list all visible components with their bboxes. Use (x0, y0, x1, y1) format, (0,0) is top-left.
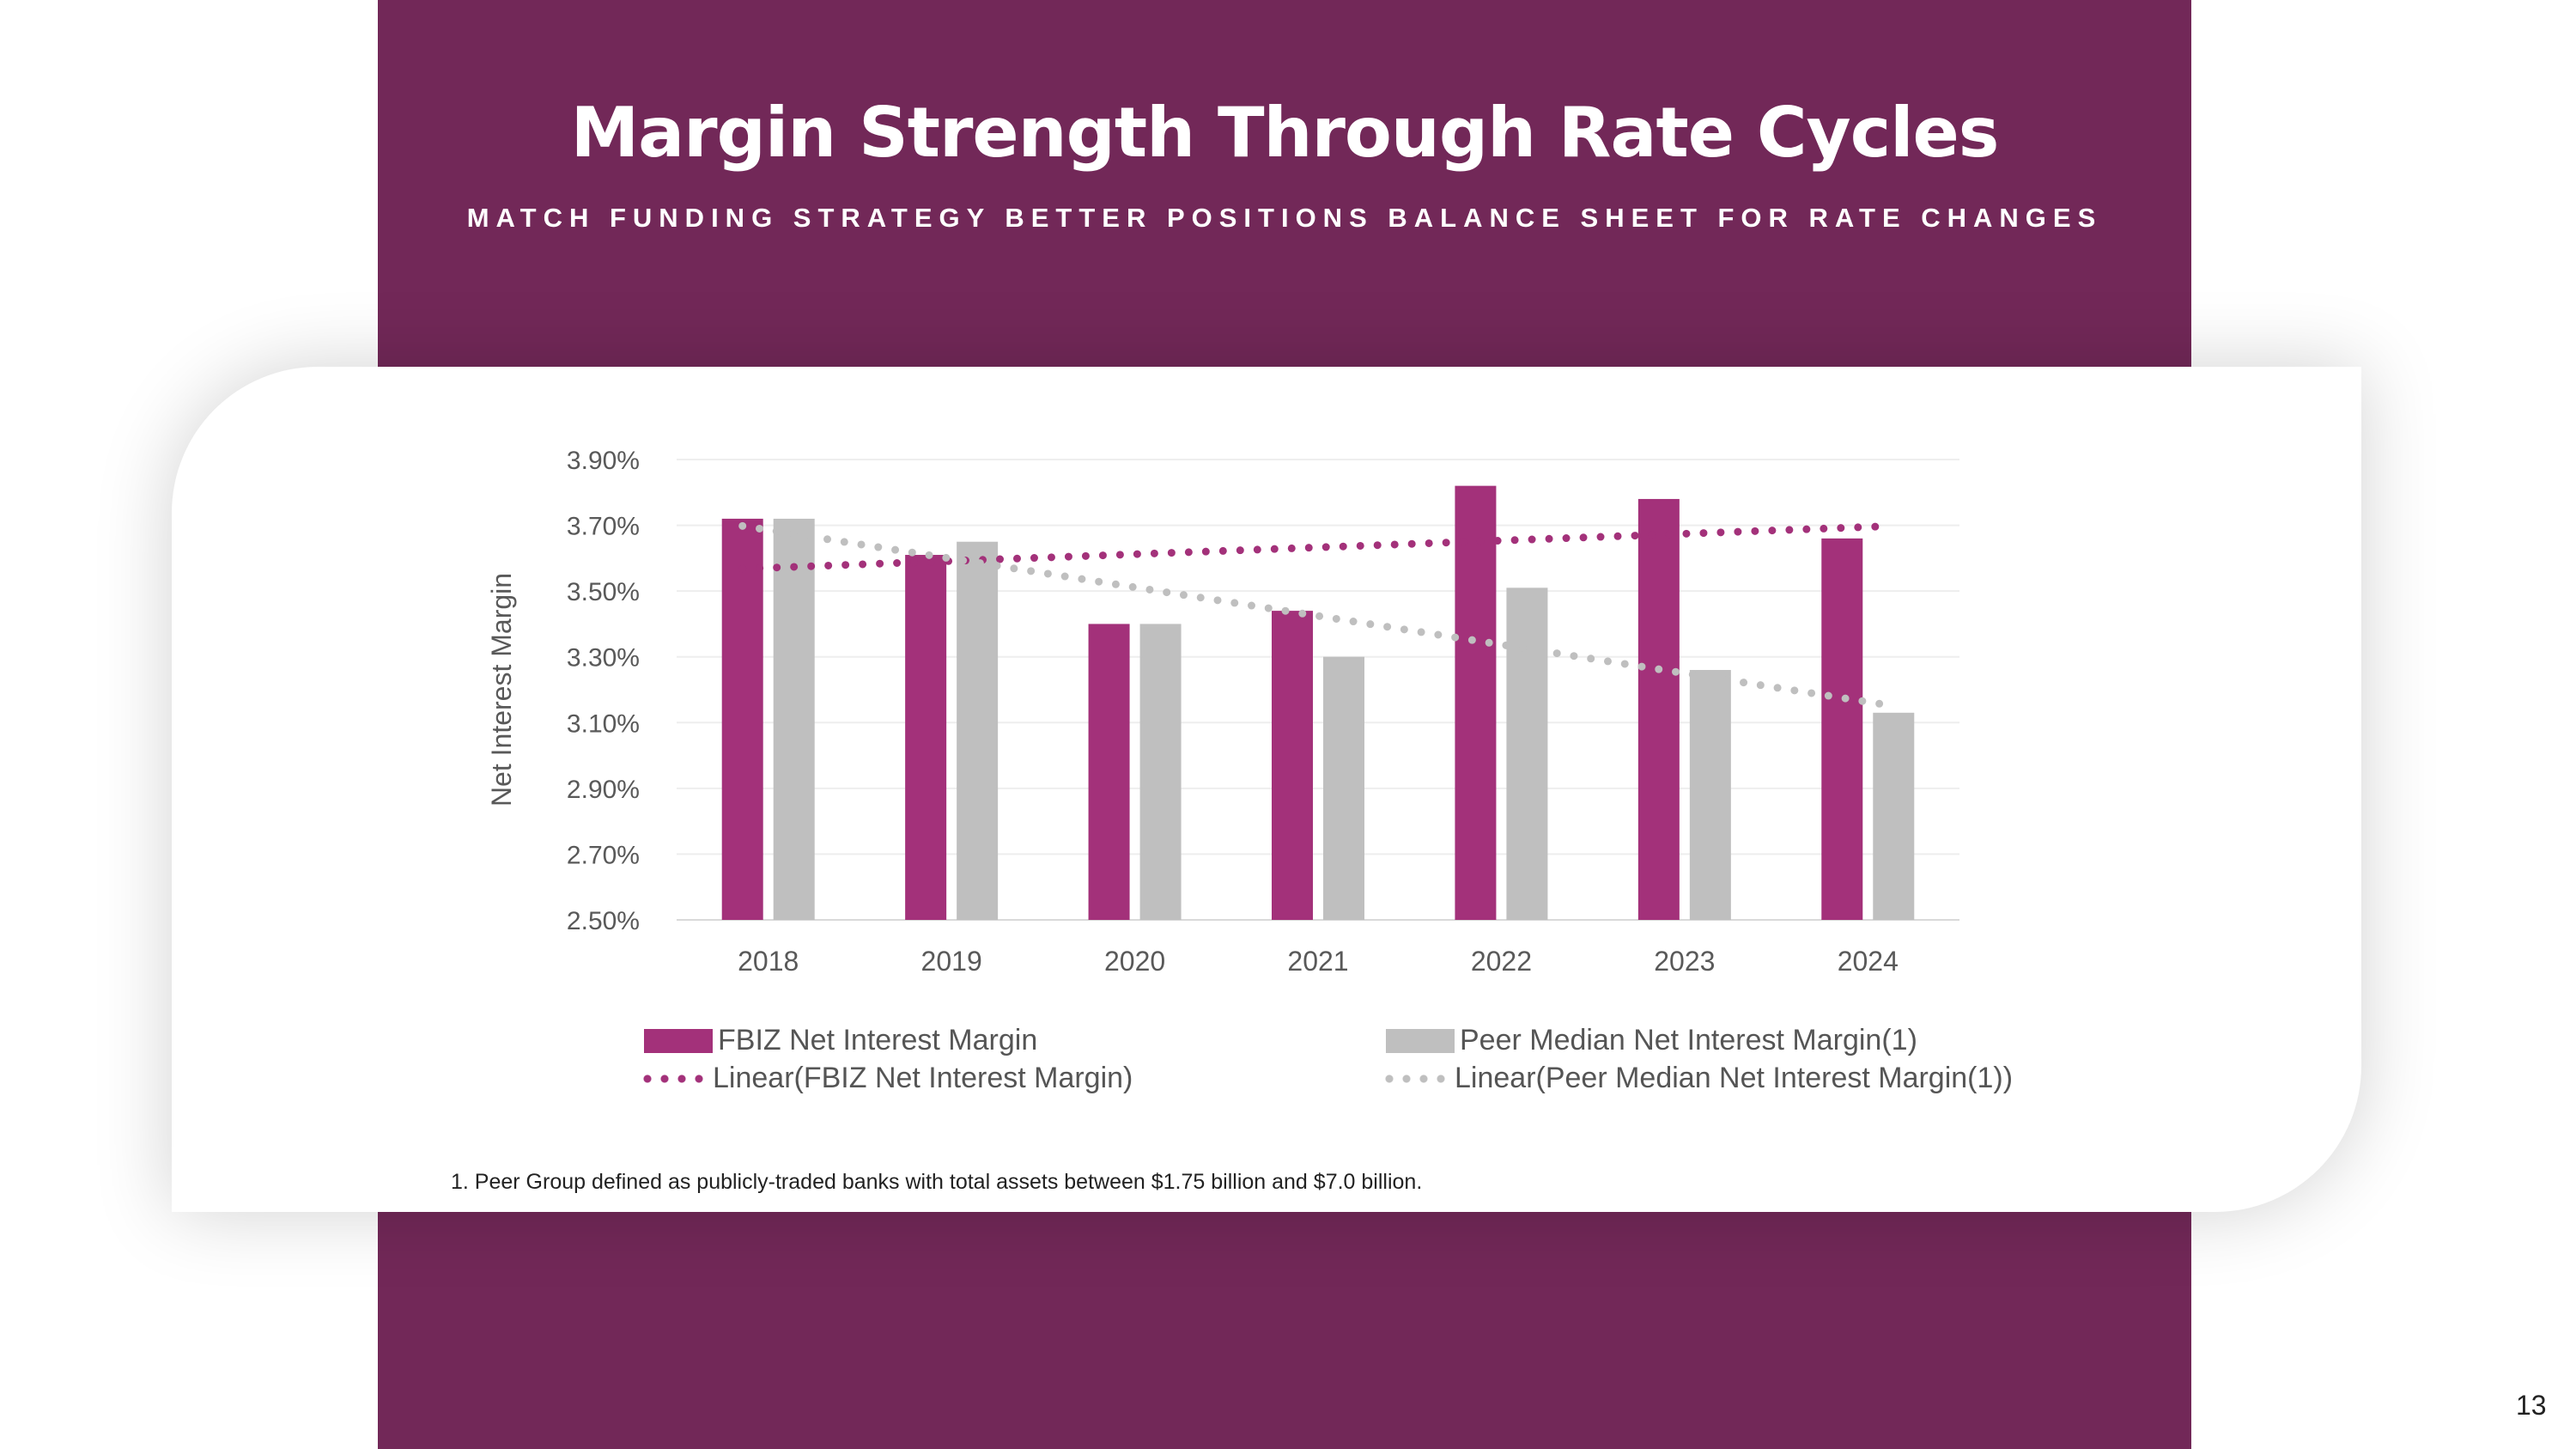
page-number: 13 (2516, 1390, 2547, 1421)
y-tick-label: 2.90% (567, 776, 640, 804)
legend-peer: Peer Median Net Interest Margin(1) (1386, 1024, 1917, 1057)
bar-peer-2019 (957, 541, 999, 920)
page-subtitle: MATCH FUNDING STRATEGY BETTER POSITIONS … (466, 203, 2103, 233)
y-tick-label: 3.30% (567, 644, 640, 673)
bar-fbiz-2023 (1637, 498, 1680, 920)
trendline-peer (738, 521, 1887, 709)
trendline-fbiz (738, 522, 1887, 573)
footnote: 1. Peer Group defined as publicly-traded… (451, 1170, 1423, 1194)
legend-label: Peer Median Net Interest Margin(1) (1460, 1024, 1917, 1056)
legend-peer-trend: Linear(Peer Median Net Interest Margin(1… (1381, 1062, 2013, 1095)
x-tick-label: 2020 (1104, 946, 1165, 977)
legend-fbiz: FBIZ Net Interest Margin (644, 1024, 1037, 1057)
x-tick-label: 2022 (1471, 946, 1532, 977)
y-tick-label: 3.50% (567, 578, 640, 606)
legend-label: FBIZ Net Interest Margin (718, 1024, 1038, 1056)
bar-peer-2020 (1139, 624, 1182, 920)
x-tick-label: 2019 (921, 946, 982, 977)
bar-fbiz-2024 (1821, 538, 1863, 920)
y-axis-title: Net Interest Margin (486, 573, 517, 807)
bar-peer-2022 (1506, 588, 1548, 920)
x-tick-label: 2018 (738, 946, 799, 977)
bar-fbiz-2018 (721, 518, 763, 920)
y-tick-label: 2.50% (567, 907, 640, 935)
page-title: Margin Strength Through Rate Cycles (570, 93, 2000, 173)
bar-peer-2023 (1689, 670, 1731, 920)
y-tick-label: 3.70% (567, 513, 640, 541)
x-tick-label: 2024 (1838, 946, 1899, 977)
bar-peer-2024 (1873, 712, 1915, 920)
legend-label: Linear(FBIZ Net Interest Margin) (713, 1062, 1133, 1094)
chart-card (172, 367, 2361, 1212)
y-tick-label: 3.90% (567, 447, 640, 475)
bar-fbiz-2022 (1455, 485, 1497, 920)
legend-dots-fbiz (639, 1074, 708, 1083)
y-tick-label: 3.10% (567, 709, 640, 738)
x-tick-label: 2021 (1287, 946, 1348, 977)
x-tick-label: 2023 (1654, 946, 1715, 977)
bar-fbiz-2021 (1272, 611, 1313, 920)
bar-peer-2021 (1323, 656, 1364, 920)
y-tick-label: 2.70% (567, 841, 640, 869)
bar-fbiz-2020 (1088, 624, 1130, 920)
bar-fbiz-2019 (905, 555, 947, 920)
legend-fbiz-trend: Linear(FBIZ Net Interest Margin) (639, 1062, 1133, 1095)
legend-swatch-fbiz (644, 1028, 713, 1053)
legend-label: Linear(Peer Median Net Interest Margin(1… (1455, 1062, 2014, 1094)
bar-peer-2018 (773, 518, 815, 920)
legend-swatch-peer (1386, 1028, 1455, 1053)
legend-dots-peer (1381, 1074, 1449, 1083)
